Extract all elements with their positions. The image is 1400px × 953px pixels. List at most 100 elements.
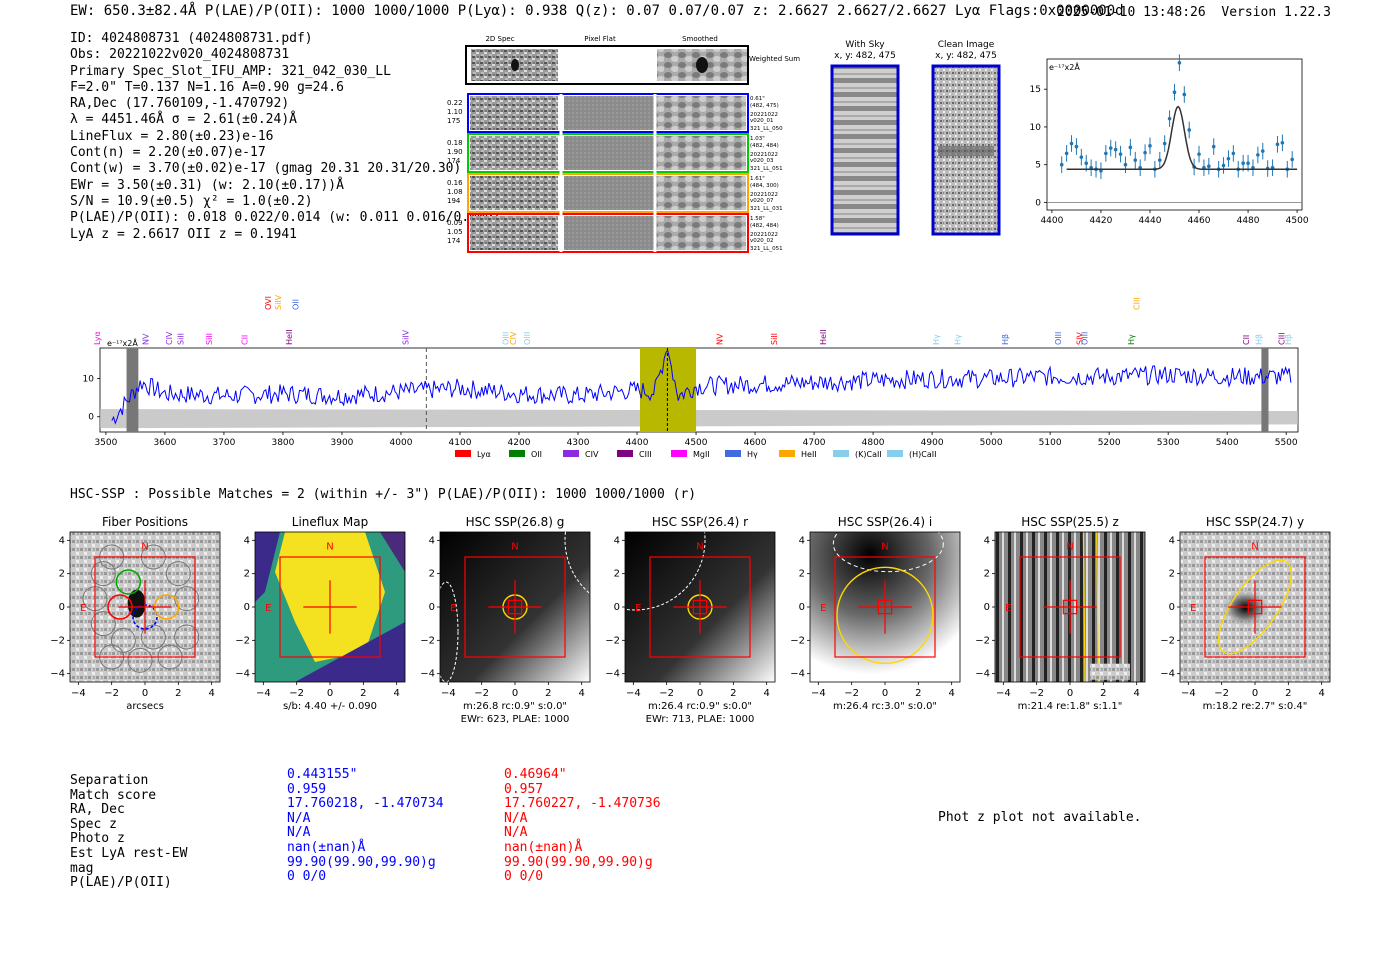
x-tick-label: 3500 bbox=[94, 438, 117, 448]
info-line: F=2.0" T=0.137 N=1.16 A=0.90 g=24.6 bbox=[70, 79, 344, 95]
legend-label: (K)CaII bbox=[855, 450, 882, 459]
x-tick-label: −4 bbox=[256, 688, 271, 699]
spectral-line-label: SiII bbox=[177, 333, 186, 345]
north-label: N bbox=[696, 542, 703, 553]
match-a-value: 99.90(99.90,99.90)g bbox=[287, 854, 436, 870]
y-tick-label: 2 bbox=[799, 569, 805, 580]
spectral-line-label: Hβ bbox=[1284, 334, 1293, 345]
y-tick-label: −2 bbox=[235, 635, 250, 646]
north-label: N bbox=[1066, 542, 1073, 553]
svg-text:(482, 484): (482, 484) bbox=[750, 223, 779, 229]
search-box bbox=[649, 556, 751, 658]
spectral-line-label: Hγ bbox=[953, 334, 962, 345]
spectral-line-label: Hβ bbox=[1001, 334, 1010, 345]
match-label: RA, Dec bbox=[70, 802, 125, 818]
x-tick-label: 2 bbox=[1100, 688, 1106, 699]
data-point bbox=[1128, 145, 1133, 150]
spectrum-flux-line bbox=[111, 349, 1292, 425]
svg-text:(482, 484): (482, 484) bbox=[750, 143, 779, 149]
spectral-line-label: Hγ bbox=[1127, 334, 1136, 345]
hsc-panel: HSC SSP(24.7) y N E −4 −4 −2 −2 0 0 2 2 4 4 m:18.2 re… bbox=[1160, 515, 1331, 712]
info-line: ID: 4024808731 (4024808731.pdf) bbox=[70, 31, 313, 46]
north-label: N bbox=[511, 542, 518, 553]
svg-text:1.03": 1.03" bbox=[750, 136, 765, 142]
y-tick-label: 0 bbox=[59, 602, 65, 613]
search-box bbox=[1019, 556, 1121, 658]
spectral-line-label: OII bbox=[292, 299, 301, 310]
y-tick-label: −2 bbox=[790, 635, 805, 646]
data-point bbox=[1079, 155, 1084, 159]
cutout-row: 0.09 1.05 174 1.58" (482, 484) 20221022 … bbox=[447, 213, 783, 253]
hsc-panel: HSC SSP(26.4) r N E −4 −4 −2 −2 0 0 2 2 4 4 m:26.4 rc… bbox=[564, 508, 776, 725]
data-point bbox=[1064, 151, 1069, 156]
svg-text:20221022: 20221022 bbox=[750, 232, 778, 238]
clean-image-trace bbox=[938, 146, 994, 156]
hsc-panel: HSC SSP(26.4) i N E −4 −4 −2 −2 0 0 2 2 4 4 m:26.4 rc… bbox=[790, 515, 961, 712]
fiber-circle bbox=[140, 624, 166, 650]
data-point bbox=[1275, 142, 1280, 147]
fiber-circle bbox=[165, 561, 191, 587]
hsc-panel: Fiber Positions N E −4 −4 −2 −2 0 0 2 2 4 4 arcsecs bbox=[50, 515, 221, 712]
x-tick-label: 4 bbox=[948, 688, 954, 699]
x-tick-label: 4000 bbox=[390, 438, 413, 448]
data-point bbox=[1221, 163, 1226, 168]
data-point bbox=[1231, 151, 1236, 156]
match-a-value: 0.959 bbox=[287, 781, 327, 797]
aperture-circle bbox=[836, 566, 934, 665]
y-tick-label: −2 bbox=[420, 635, 435, 646]
y-tick-label: −4 bbox=[790, 669, 805, 680]
x-tick-label: 5200 bbox=[1098, 438, 1121, 448]
with-sky-title: With Sky bbox=[845, 40, 885, 50]
match-label: mag bbox=[70, 860, 94, 876]
x-tick-label: 2 bbox=[730, 688, 736, 699]
y-tick-label: 10 bbox=[1030, 123, 1042, 133]
match-b-value: 0.957 bbox=[504, 781, 544, 797]
spectral-line-label: CIV bbox=[165, 331, 174, 345]
x-tick-label: −4 bbox=[1181, 688, 1196, 699]
svg-text:20221022: 20221022 bbox=[750, 192, 778, 198]
info-line: Cont(n) = 2.20(±0.07)e-17 bbox=[70, 145, 266, 161]
match-b-value: 0.46964" bbox=[504, 767, 567, 782]
legend-label: CIV bbox=[585, 450, 599, 459]
x-tick-label: 0 bbox=[512, 688, 518, 699]
x-tick-label: 4 bbox=[393, 688, 399, 699]
photz-message: Phot z plot not available. bbox=[938, 810, 1142, 825]
spectral-line-label: HeII bbox=[819, 329, 828, 345]
data-point bbox=[1074, 144, 1079, 149]
spectral-line-label: NV bbox=[141, 333, 150, 345]
legend-label: MgII bbox=[693, 450, 710, 459]
x-tick-label: 4400 bbox=[626, 438, 649, 448]
panel-caption: m:26.4 rc:3.0" s:0.0" bbox=[833, 701, 937, 712]
svg-text:0.22: 0.22 bbox=[447, 99, 463, 107]
panel-title: Fiber Positions bbox=[102, 515, 188, 529]
y-tick-label: 2 bbox=[244, 569, 250, 580]
spectral-line-label: OVI bbox=[264, 296, 273, 310]
legend-label: Lyα bbox=[477, 450, 491, 459]
search-box bbox=[279, 556, 381, 658]
data-point bbox=[1182, 92, 1187, 97]
data-point bbox=[1162, 141, 1167, 146]
panel-title: HSC SSP(25.5) z bbox=[1021, 515, 1119, 529]
legend-swatch bbox=[833, 450, 849, 457]
data-point bbox=[1187, 128, 1192, 132]
x-tick-label: −2 bbox=[289, 688, 304, 699]
x-tick-label: 4500 bbox=[1286, 216, 1309, 226]
x-tick-label: 0 bbox=[1067, 688, 1073, 699]
data-point bbox=[1123, 162, 1128, 167]
detection-info: ID: 4024808731 (4024808731.pdf) Obs: 202… bbox=[70, 31, 500, 243]
match-label: P(LAE)/P(OII) bbox=[70, 875, 172, 891]
north-label: N bbox=[326, 542, 333, 553]
match-a-value: N/A bbox=[287, 810, 311, 826]
match-b-value: 99.90(99.90,99.90)g bbox=[504, 854, 653, 870]
x-tick-label: 4400 bbox=[1040, 216, 1063, 226]
data-point bbox=[1104, 151, 1108, 156]
spectral-line-label: SIV bbox=[1075, 332, 1084, 345]
search-box bbox=[94, 556, 196, 658]
aperture-ellipse bbox=[832, 515, 944, 573]
zoom-line-chart: e⁻¹⁷x2Å 4400 4420 4440 4460 4480 4500 0 5 10 15 bbox=[1030, 54, 1309, 226]
with-sky-coords: x, y: 482, 475 bbox=[834, 51, 896, 61]
svg-text:0.16: 0.16 bbox=[447, 179, 463, 187]
x-tick-label: 4440 bbox=[1139, 216, 1162, 226]
legend-label: (H)CaII bbox=[909, 450, 936, 459]
y-tick-label: 0 bbox=[614, 602, 620, 613]
